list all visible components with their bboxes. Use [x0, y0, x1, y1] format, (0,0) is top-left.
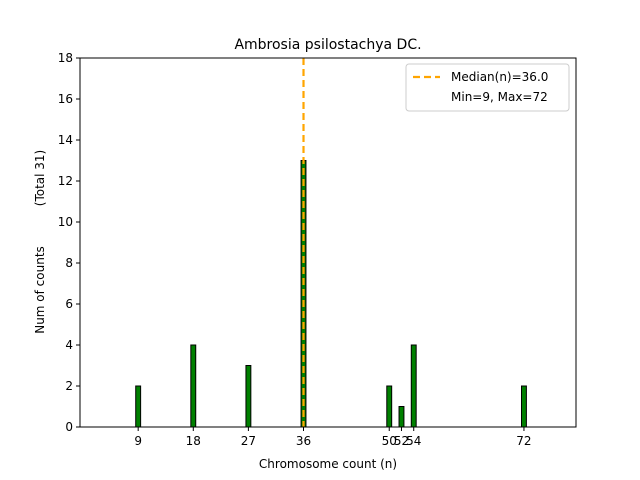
y-tick-label: 0	[65, 420, 73, 434]
legend-median-label: Median(n)=36.0	[451, 70, 548, 84]
bar-n-18	[190, 344, 197, 428]
plot-frame	[79, 57, 577, 428]
bar-n-54	[410, 344, 417, 428]
x-tick-label: 9	[134, 434, 142, 448]
y-tick-label: 10	[58, 215, 73, 229]
bar-n-27	[245, 365, 252, 428]
y-tick-label: 18	[58, 51, 73, 65]
chart-title: Ambrosia psilostachya DC.	[234, 37, 421, 53]
bar-n-9	[135, 385, 142, 428]
legend-minmax-label: Min=9, Max=72	[451, 90, 548, 104]
x-tick-label: 36	[296, 434, 311, 448]
y-tick-label: 4	[65, 338, 73, 352]
bar-n-72	[521, 385, 527, 428]
y-tick-label: 12	[58, 174, 73, 188]
x-axis-label: Chromosome count (n)	[259, 457, 397, 471]
x-tick-label: 54	[406, 434, 421, 448]
y-tick-label: 16	[58, 92, 73, 106]
legend: Median(n)=36.0 Min=9, Max=72	[405, 63, 570, 112]
bar-n-50	[386, 385, 393, 428]
x-tick-label: 50	[382, 434, 397, 448]
y-tick-label: 8	[65, 256, 73, 270]
x-tick-label: 52	[394, 434, 409, 448]
y-tick-label: 14	[58, 133, 73, 147]
y-axis-ticks: 0 2 4 6 8 10 12 14 16 18	[58, 51, 80, 434]
bar-n-52	[398, 406, 405, 428]
x-tick-label: 27	[241, 434, 256, 448]
x-tick-label: 18	[186, 434, 201, 448]
y-axis-label: Num of counts	[33, 246, 47, 334]
y-axis-total-label: (Total 31)	[33, 150, 47, 206]
x-tick-label: 72	[516, 434, 531, 448]
y-tick-label: 2	[65, 379, 73, 393]
y-tick-label: 6	[65, 297, 73, 311]
legend-box	[405, 63, 570, 112]
bars-group	[135, 160, 540, 428]
